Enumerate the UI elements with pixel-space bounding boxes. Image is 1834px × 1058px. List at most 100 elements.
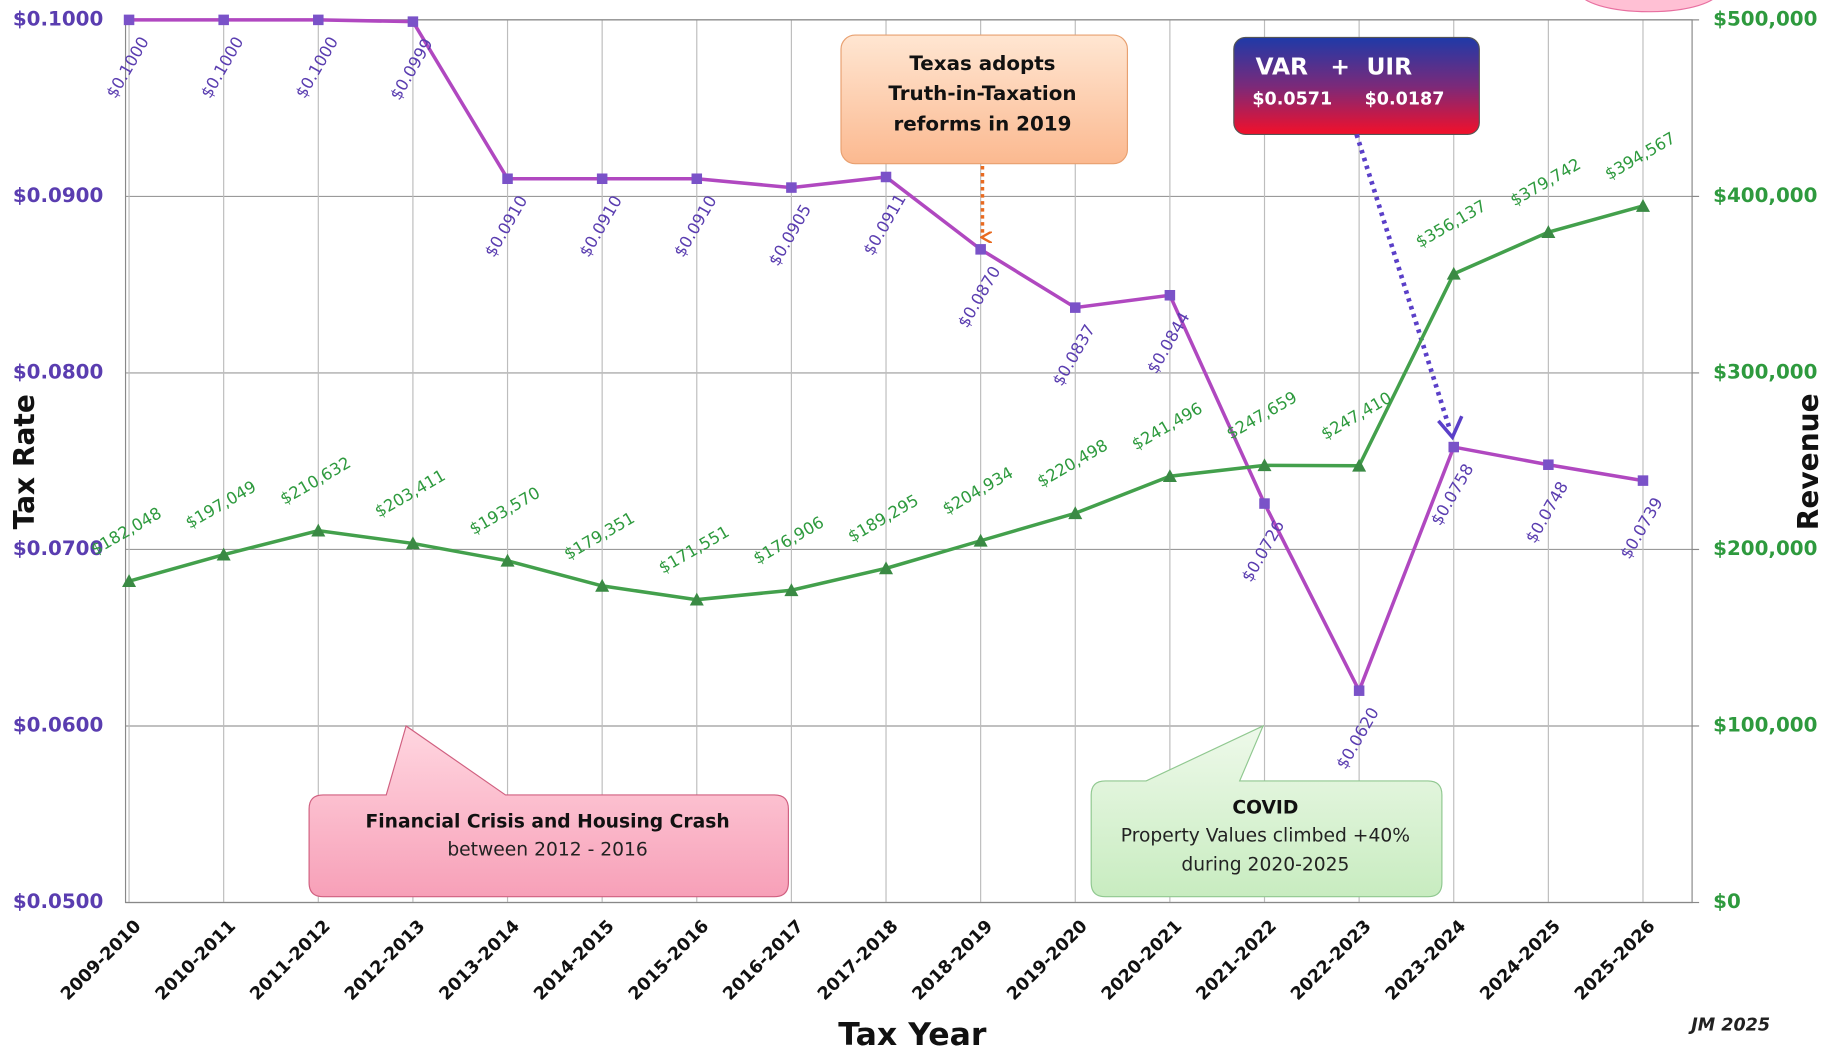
data-label: $0.0870	[954, 263, 1004, 331]
marker	[1543, 459, 1554, 470]
x-tick-label: 2013-2014	[436, 916, 524, 1004]
marker	[1635, 198, 1651, 212]
data-label: $204,934	[939, 463, 1016, 518]
marker	[1257, 458, 1272, 472]
marker	[500, 553, 515, 567]
x-tick-label: 2024-2025	[1477, 916, 1565, 1004]
x-tick-label: 2025-2026	[1571, 916, 1659, 1004]
marker	[973, 533, 988, 547]
annotation-text: Property Values climbed +40%	[1121, 825, 1410, 846]
marker	[216, 547, 231, 561]
marker	[502, 173, 513, 185]
marker	[1068, 506, 1083, 520]
data-label: $0.0620	[1333, 704, 1383, 772]
annotation-text: Texas adopts	[909, 52, 1055, 75]
data-label: $176,906	[750, 513, 827, 568]
data-label: $0.0905	[765, 201, 815, 269]
decoration	[1584, 0, 1713, 13]
annotation-text: $0.0187	[1365, 89, 1445, 109]
x-axis-title: Tax Year	[838, 1017, 987, 1053]
annotation-text: +	[1330, 52, 1350, 80]
data-label: $210,632	[277, 453, 354, 508]
data-label: $0.0910	[481, 192, 531, 260]
annotation-box	[308, 725, 789, 898]
marker	[784, 583, 799, 597]
annotation-text: COVID	[1232, 797, 1298, 818]
annotation-box	[1090, 724, 1443, 898]
data-label: $0.1000	[102, 33, 152, 101]
x-tick-label: 2018-2019	[909, 916, 997, 1004]
annotation-text: during 2020-2025	[1181, 855, 1349, 876]
data-label: $197,049	[182, 477, 259, 532]
marker	[407, 16, 419, 27]
data-label: $179,351	[561, 508, 638, 563]
y2-tick-label: $400,000	[1713, 184, 1817, 207]
data-label: $394,567	[1602, 128, 1679, 183]
annotation-arrow	[1437, 415, 1464, 441]
marker	[1637, 475, 1649, 486]
annotation-text: VAR	[1255, 52, 1308, 80]
data-label: $379,742	[1507, 154, 1584, 209]
data-label: $0.0844	[1143, 309, 1193, 377]
marker	[786, 182, 797, 193]
annotation-text: between 2012 - 2016	[447, 839, 648, 860]
marker	[1259, 498, 1270, 509]
y-tick-label: $0.0500	[13, 890, 103, 913]
data-label: $0.0999	[386, 35, 436, 103]
marker	[405, 536, 420, 550]
data-label: $182,048	[88, 503, 165, 558]
x-tick-label: 2020-2021	[1098, 916, 1186, 1004]
y2-tick-label: $300,000	[1713, 360, 1817, 383]
marker	[311, 523, 326, 537]
marker	[880, 171, 892, 183]
data-label: $0.0726	[1238, 517, 1288, 585]
annotation-text: UIR	[1366, 52, 1412, 80]
x-tick-label: 2014-2015	[530, 916, 618, 1004]
x-tick-label: 2016-2017	[720, 916, 808, 1004]
data-label: $203,411	[372, 466, 449, 521]
annotation-text: $0.0571	[1252, 89, 1332, 109]
annotation-text: reforms in 2019	[894, 113, 1072, 136]
annotation-arrow	[1354, 133, 1453, 431]
marker	[595, 578, 610, 592]
data-label: $189,295	[845, 491, 922, 546]
annotation-text: Financial Crisis and Housing Crash	[365, 811, 729, 832]
annotations: Texas adopts Truth-in-Taxation reforms in …	[308, 34, 1480, 898]
y-tick-label: $0.0600	[13, 713, 103, 736]
y-axis-title: Tax Rate	[8, 394, 41, 529]
data-label: $0.0910	[576, 192, 626, 260]
data-label: $0.0837	[1049, 321, 1099, 389]
annotation-box	[840, 34, 1129, 165]
y-tick-label: $0.0700	[13, 537, 103, 560]
data-label: $0.0911	[859, 190, 909, 258]
marker	[1352, 458, 1367, 472]
y2-tick-label: $0	[1713, 890, 1741, 913]
y2-tick-label: $200,000	[1713, 537, 1817, 560]
x-tick-label: 2021-2022	[1193, 916, 1281, 1004]
y-tick-label: $0.1000	[13, 7, 103, 30]
marker	[1070, 302, 1081, 313]
marker	[691, 173, 703, 185]
annotation-text: Truth-in-Taxation	[888, 82, 1076, 105]
y-tick-label: $0.0900	[13, 184, 103, 207]
y2-axis-title: Revenue	[1792, 393, 1825, 530]
marker	[689, 592, 704, 606]
marker	[1353, 685, 1365, 696]
y-tick-label: $0.0800	[13, 360, 103, 383]
data-label: $0.0910	[670, 192, 720, 260]
data-label: $241,496	[1128, 398, 1205, 453]
x-tick-label: 2022-2023	[1287, 916, 1375, 1004]
marker	[879, 561, 894, 575]
data-label: $0.1000	[292, 33, 342, 101]
x-tick-label: 2019-2020	[1003, 916, 1091, 1004]
marker	[123, 14, 135, 26]
x-tick-label: 2015-2016	[625, 916, 713, 1004]
data-label: $0.0748	[1522, 478, 1572, 546]
data-label: $220,498	[1034, 436, 1111, 491]
data-label: $247,659	[1223, 388, 1300, 443]
x-tick-label: 2012-2013	[341, 916, 429, 1004]
marker	[596, 173, 608, 185]
x-tick-label: 2023-2024	[1382, 916, 1470, 1004]
x-tick-label: 2010-2011	[152, 916, 240, 1004]
